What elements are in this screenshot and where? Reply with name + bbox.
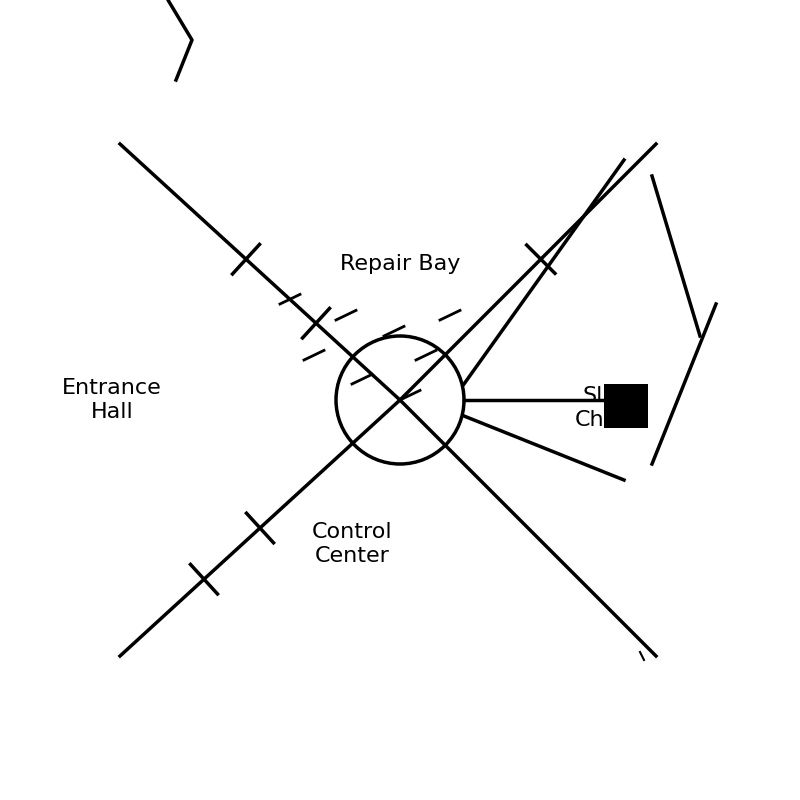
Text: Repair Bay: Repair Bay xyxy=(340,254,460,274)
Text: Control
Center: Control Center xyxy=(312,522,392,566)
Bar xyxy=(604,384,648,428)
Text: Slick
Chute: Slick Chute xyxy=(575,386,641,430)
Text: Entrance
Hall: Entrance Hall xyxy=(62,378,162,422)
